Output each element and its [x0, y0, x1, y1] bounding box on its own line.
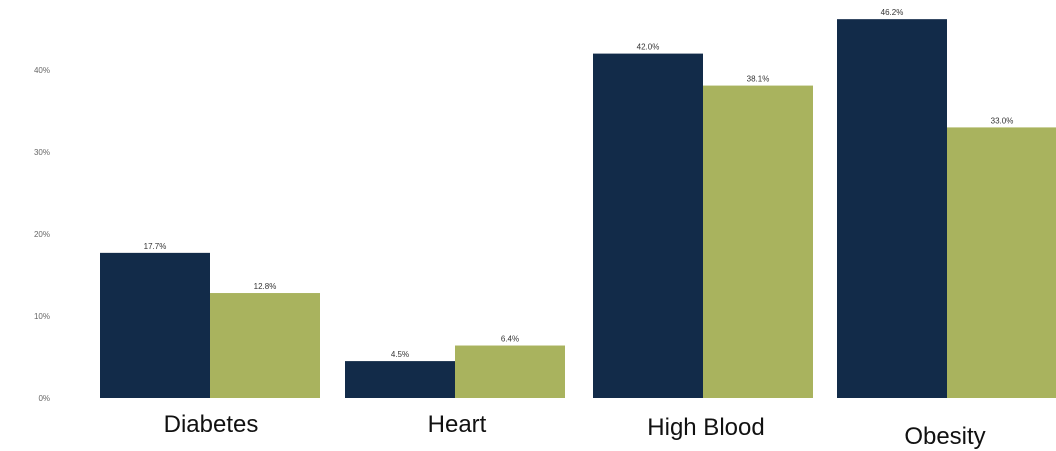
y-tick-label: 0%: [38, 394, 50, 403]
bar-value-label: 12.8%: [254, 282, 277, 291]
bar-value-label: 38.1%: [747, 75, 770, 84]
y-axis-ticks: 0% 10% 20% 30% 40%: [34, 66, 50, 403]
y-tick-label: 20%: [34, 230, 50, 239]
y-tick-label: 30%: [34, 148, 50, 157]
x-category-label: High Blood: [647, 414, 764, 441]
bar-obesity-series-2: [947, 127, 1056, 399]
bar-value-labels: 17.7% 12.8% 4.5% 6.4% 42.0% 38.1% 46.2% 33.0%: [144, 8, 1014, 359]
y-tick-label: 10%: [34, 312, 50, 321]
bar-value-label: 17.7%: [144, 242, 167, 251]
y-tick-label: 40%: [34, 66, 50, 75]
bars: [100, 19, 1056, 399]
bar-heart-series-1: [345, 361, 455, 398]
x-category-label: Diabetes: [164, 411, 259, 438]
bar-high-blood-series-1: [593, 53, 703, 398]
bar-value-label: 6.4%: [501, 335, 519, 344]
bar-diabetes-series-1: [100, 252, 210, 398]
bar-obesity-series-1: [837, 19, 947, 398]
bar-value-label: 4.5%: [391, 350, 409, 359]
x-category-label: Obesity: [904, 423, 985, 450]
bar-value-label: 46.2%: [881, 8, 904, 17]
x-axis-category-labels: Diabetes Heart High Blood Obesity: [164, 411, 986, 450]
bar-value-label: 42.0%: [637, 43, 660, 52]
bar-diabetes-series-2: [210, 293, 320, 398]
bar-heart-series-2: [455, 345, 565, 398]
bar-high-blood-series-2: [703, 85, 813, 398]
bar-value-label: 33.0%: [991, 116, 1014, 125]
x-category-label: Heart: [428, 411, 487, 438]
